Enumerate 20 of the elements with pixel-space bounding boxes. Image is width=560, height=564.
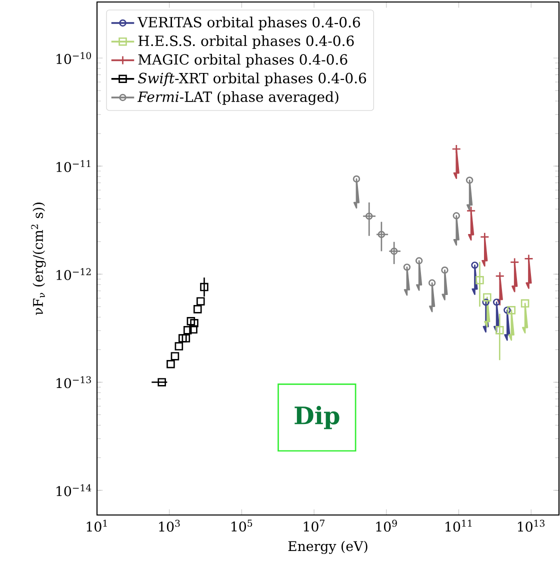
y-tick-label: 10$^{−11}$ — [56, 160, 91, 172]
y-tick-label: 10$^{−14}$ — [56, 484, 92, 496]
x-tick-label: 10$^{5}$ — [232, 520, 252, 532]
legend-label: MAGIC orbital phases 0.4-0.6 — [138, 54, 348, 68]
legend-label: H.E.S.S. orbital phases 0.4-0.6 — [138, 35, 354, 49]
y-tick-label: 10$^{−10}$ — [56, 52, 92, 64]
y-tick-label: 10$^{−13}$ — [56, 376, 92, 388]
legend-label: Swift-XRT orbital phases 0.4-0.6 — [138, 72, 366, 86]
x-tick-label: 10$^{13}$ — [518, 520, 545, 532]
x-tick-label: 10$^{9}$ — [376, 520, 398, 532]
legend-label: VERITAS orbital phases 0.4-0.6 — [138, 16, 360, 30]
x-axis-title: Energy (eV) — [288, 540, 368, 554]
legend-label: Fermi-LAT (phase averaged) — [138, 91, 339, 105]
x-tick-label: 10$^{3}$ — [159, 520, 180, 532]
y-tick-label: 10$^{−12}$ — [56, 268, 91, 280]
x-tick-label: 10$^{11}$ — [446, 520, 472, 532]
annotation: Dip — [294, 406, 340, 430]
x-tick-label: 10$^{1}$ — [87, 520, 108, 532]
y-axis-title: νF$_{ν}$ (erg/(cm$^{2}$ s)) — [31, 202, 46, 315]
x-tick-label: 10$^{7}$ — [304, 520, 325, 532]
